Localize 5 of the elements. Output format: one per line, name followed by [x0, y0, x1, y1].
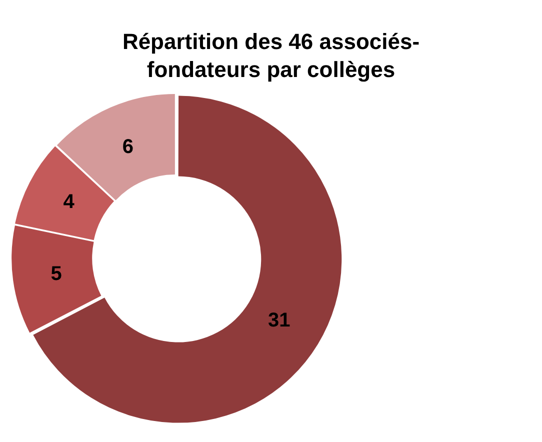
data-label: 5	[50, 262, 62, 285]
data-label: 4	[63, 190, 76, 213]
data-label: 6	[122, 136, 134, 158]
data-label: 31	[268, 309, 290, 332]
chart-title: Répartition des 46 associés-fondateurs par collèges	[121, 28, 421, 84]
